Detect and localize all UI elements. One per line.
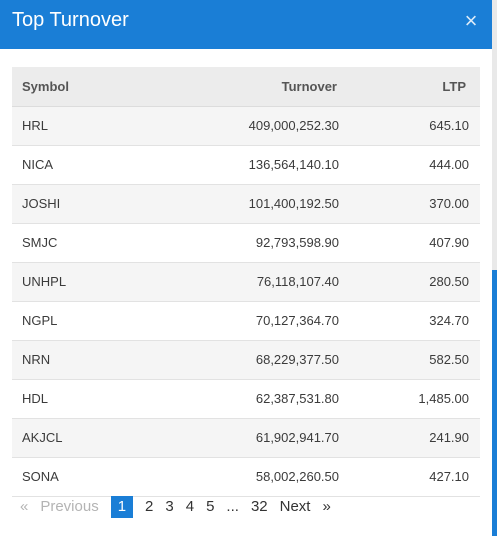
cell-symbol: NRN — [22, 352, 51, 367]
cell-turnover: 68,229,377.50 — [255, 352, 339, 367]
cell-ltp: 241.90 — [429, 430, 469, 445]
table-row[interactable]: HRL 409,000,252.30 645.10 — [12, 106, 480, 145]
pagination: « Previous 1 2 3 4 5 ... 32 Next » — [14, 496, 337, 518]
pagination-ellipsis: ... — [226, 498, 239, 515]
cell-turnover: 76,118,107.40 — [256, 274, 339, 289]
next-button[interactable]: Next — [279, 498, 311, 515]
cell-symbol: JOSHI — [22, 196, 61, 211]
cell-turnover: 101,400,192.50 — [248, 196, 339, 211]
page-button-3[interactable]: 3 — [165, 498, 174, 515]
table-row[interactable]: NRN 68,229,377.50 582.50 — [12, 340, 480, 379]
cell-turnover: 61,902,941.70 — [255, 430, 339, 445]
modal-title: Top Turnover — [12, 9, 129, 31]
previous-icon: « — [20, 498, 29, 515]
cell-ltp: 427.10 — [429, 469, 469, 484]
column-header-symbol[interactable]: Symbol — [12, 67, 162, 107]
cell-ltp: 1,485.00 — [418, 391, 469, 406]
page-button-2[interactable]: 2 — [145, 498, 154, 515]
page-button-5[interactable]: 5 — [206, 498, 215, 515]
table-row[interactable]: SONA 58,002,260.50 427.10 — [12, 457, 480, 496]
page-scrollbar[interactable] — [492, 0, 497, 536]
cell-symbol: AKJCL — [22, 430, 63, 445]
cell-symbol: NICA — [22, 157, 54, 172]
cell-symbol: SONA — [22, 469, 59, 484]
cell-symbol: UNHPL — [22, 274, 67, 289]
cell-turnover: 62,387,531.80 — [255, 391, 339, 406]
cell-turnover: 92,793,598.90 — [255, 235, 339, 250]
column-header-turnover[interactable]: Turnover — [162, 67, 339, 107]
cell-symbol: NGPL — [22, 313, 58, 328]
cell-ltp: 582.50 — [429, 352, 469, 367]
table-row[interactable]: UNHPL 76,118,107.40 280.50 — [12, 262, 480, 301]
background-accent — [492, 270, 497, 536]
page-button-last[interactable]: 32 — [250, 498, 268, 515]
table-header-row: Symbol Turnover LTP — [12, 67, 480, 107]
cell-ltp: 407.90 — [429, 235, 469, 250]
cell-ltp: 444.00 — [429, 157, 469, 172]
next-icon[interactable]: » — [322, 498, 331, 515]
close-icon[interactable]: × — [464, 8, 478, 33]
cell-symbol: HDL — [22, 391, 49, 406]
modal-header: Top Turnover × — [0, 0, 492, 49]
cell-symbol: HRL — [22, 118, 49, 133]
cell-turnover: 409,000,252.30 — [248, 118, 339, 133]
table-row[interactable]: NICA 136,564,140.10 444.00 — [12, 145, 480, 184]
cell-ltp: 324.70 — [429, 313, 469, 328]
cell-turnover: 136,564,140.10 — [248, 157, 339, 172]
cell-ltp: 645.10 — [429, 118, 469, 133]
cell-ltp: 370.00 — [429, 196, 469, 211]
table-row[interactable]: NGPL 70,127,364.70 324.70 — [12, 301, 480, 340]
table-row[interactable]: SMJC 92,793,598.90 407.90 — [12, 223, 480, 262]
page-button-4[interactable]: 4 — [185, 498, 195, 515]
cell-symbol: SMJC — [22, 235, 58, 250]
column-header-ltp[interactable]: LTP — [339, 67, 480, 107]
previous-button: Previous — [40, 498, 99, 515]
table-row[interactable]: HDL 62,387,531.80 1,485.00 — [12, 379, 480, 418]
cell-ltp: 280.50 — [429, 274, 469, 289]
cell-turnover: 70,127,364.70 — [255, 313, 339, 328]
page-button-1[interactable]: 1 — [110, 496, 134, 518]
turnover-table: Symbol Turnover LTP HRL 409,000,252.30 6… — [12, 67, 480, 497]
table-row[interactable]: JOSHI 101,400,192.50 370.00 — [12, 184, 480, 223]
table-row[interactable]: AKJCL 61,902,941.70 241.90 — [12, 418, 480, 457]
cell-turnover: 58,002,260.50 — [255, 469, 339, 484]
